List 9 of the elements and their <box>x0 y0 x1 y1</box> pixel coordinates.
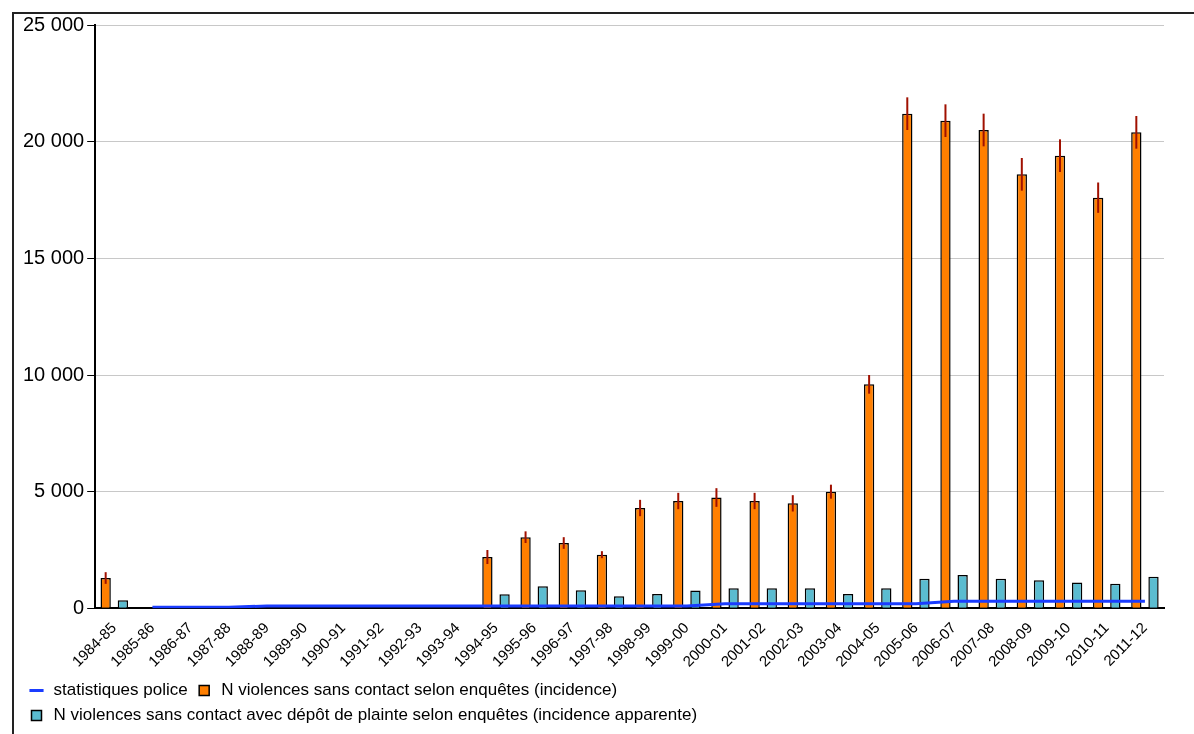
y-tick-label: 20 000 <box>23 129 85 152</box>
y-tick-label: 0 <box>73 595 85 618</box>
legend-label: N violences sans contact avec dépôt de plainte selon enquêtes (incidence apparente) <box>53 705 698 725</box>
y-tick-label: 15 000 <box>23 245 85 268</box>
y-tick-label: 5 000 <box>34 479 85 502</box>
y-tick-label: 10 000 <box>23 362 85 385</box>
legend-label: statistiques police <box>53 680 188 700</box>
y-tick-label: 25 000 <box>23 12 85 35</box>
legend-label: N violences sans contact selon enquêtes (incidence) <box>221 680 618 700</box>
